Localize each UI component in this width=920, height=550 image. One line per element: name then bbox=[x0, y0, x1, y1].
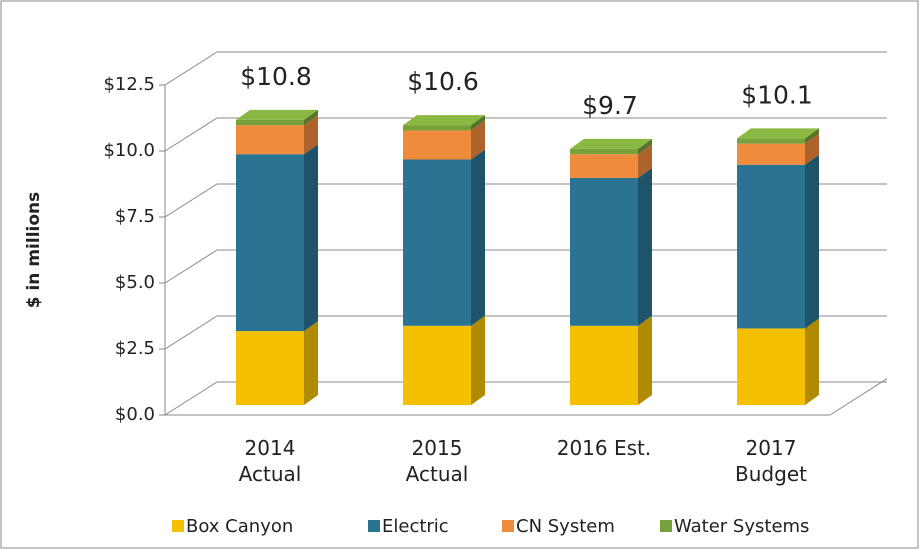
legend-swatch bbox=[368, 520, 380, 532]
total-label: $9.7 bbox=[582, 91, 638, 120]
bar-front bbox=[570, 148, 638, 155]
bar-front bbox=[236, 331, 304, 405]
bar-side bbox=[304, 144, 318, 332]
y-tick-label: $5.0 bbox=[115, 272, 155, 293]
grid-line bbox=[164, 183, 887, 218]
bar-front bbox=[737, 143, 805, 165]
bar-front bbox=[236, 125, 304, 155]
y-tick-label: $2.5 bbox=[115, 338, 155, 359]
grid-line bbox=[164, 315, 887, 350]
bar-side bbox=[471, 315, 485, 405]
bar-side bbox=[805, 128, 819, 144]
x-tick-label: 2017 Budget bbox=[735, 436, 807, 486]
legend-swatch bbox=[502, 520, 514, 532]
bar-front bbox=[570, 325, 638, 405]
bar-front bbox=[403, 325, 471, 405]
bar-front bbox=[403, 159, 471, 326]
y-tick-label: $12.5 bbox=[103, 74, 155, 95]
bar-front bbox=[236, 154, 304, 332]
grid-line bbox=[164, 117, 887, 152]
bar-front bbox=[570, 154, 638, 178]
bar-side bbox=[805, 318, 819, 405]
total-label: $10.6 bbox=[407, 67, 479, 96]
bar-side bbox=[638, 138, 652, 155]
legend-swatch bbox=[172, 520, 184, 532]
bar-side bbox=[638, 167, 652, 326]
y-tick-label: $7.5 bbox=[115, 206, 155, 227]
bar-front bbox=[403, 125, 471, 131]
legend-label: CN System bbox=[516, 516, 615, 537]
x-tick-label: 2016 Est. bbox=[556, 436, 652, 460]
bar-side bbox=[471, 120, 485, 160]
bar-side bbox=[304, 321, 318, 405]
bar-front bbox=[737, 328, 805, 405]
bar-top bbox=[570, 138, 652, 149]
y-tick-label: $10.0 bbox=[103, 140, 155, 161]
bar-front bbox=[403, 130, 471, 160]
total-label: $10.8 bbox=[240, 62, 312, 91]
legend-label: Water Systems bbox=[674, 516, 809, 537]
bar-side bbox=[471, 149, 485, 326]
bar-side bbox=[471, 115, 485, 131]
bar-front bbox=[737, 138, 805, 144]
bar-top bbox=[403, 115, 485, 126]
y-axis-label: $ in millions bbox=[24, 192, 44, 309]
grid-line bbox=[164, 249, 887, 284]
total-label: $10.1 bbox=[741, 80, 813, 109]
bar-front bbox=[570, 177, 638, 326]
legend-label: Electric bbox=[382, 516, 449, 537]
legend-swatch bbox=[660, 520, 672, 532]
bar-front bbox=[737, 164, 805, 329]
bar-side bbox=[805, 154, 819, 329]
floor-right bbox=[829, 378, 888, 416]
bar-side bbox=[304, 115, 318, 155]
grid-line bbox=[164, 51, 887, 86]
bar-side bbox=[805, 133, 819, 165]
x-tick-label: 2014 Actual bbox=[238, 436, 302, 486]
bar-top bbox=[236, 109, 318, 120]
legend-label: Box Canyon bbox=[186, 516, 293, 537]
bar-side bbox=[638, 144, 652, 178]
x-tick-label: 2015 Actual bbox=[405, 436, 469, 486]
bar-front bbox=[236, 119, 304, 126]
y-tick-label: $0.0 bbox=[115, 404, 155, 425]
bar-top bbox=[737, 128, 819, 139]
grid-line bbox=[164, 381, 887, 416]
bar-side bbox=[638, 315, 652, 405]
bar-side bbox=[304, 109, 318, 126]
